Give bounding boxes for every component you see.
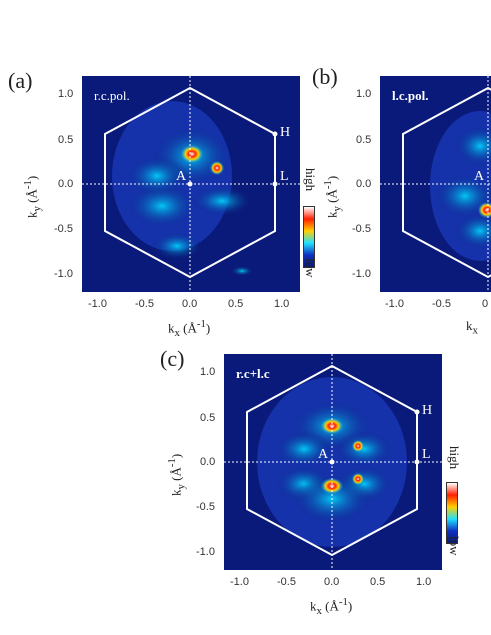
ytick: -1.0 [196,546,215,558]
xtick: 0 [482,298,489,310]
momentum-map-a: r.c.pol. A H L [82,76,300,292]
point-H-c: H [422,403,432,418]
label-lc-pol: l.c.pol. [392,88,428,103]
ylabel-b: ky (Å-1) [322,175,343,218]
colorbar-a [303,206,315,268]
ytick: -1.0 [352,268,371,280]
ytick: 0.5 [200,412,216,424]
xtick: 0.5 [370,576,386,588]
colorbar-low-c: low [447,536,462,556]
ytick: 0.0 [58,178,74,190]
ytick: -0.5 [54,223,73,235]
xtick: -1.0 [230,576,249,588]
ytick: 1.0 [356,88,372,100]
point-L: L [280,169,289,184]
ytick: -0.5 [196,501,215,513]
point-L-c: L [422,447,431,462]
xtick: 0.5 [228,298,244,310]
xlabel-b: kx [466,318,478,337]
colorbar-c [446,482,458,544]
xtick: -0.5 [277,576,296,588]
momentum-map-b: l.c.pol. A [380,76,491,292]
xtick: 0.0 [324,576,340,588]
ytick: 0.5 [58,134,74,146]
xlabel-c: kx (Å-1) [310,596,353,617]
ytick: 0.0 [356,178,372,190]
xtick: 1.0 [274,298,290,310]
colorbar-low-a: low [303,258,318,278]
ylabel-a: ky (Å-1) [22,175,43,218]
colorbar-high-a: high [303,168,318,192]
point-H: H [280,125,290,140]
panel-letter-b: (b) [312,64,338,89]
ylabel-c: ky (Å-1) [166,453,187,496]
xtick: -0.5 [432,298,451,310]
momentum-map-c: r.c+l.c A H L [224,354,442,570]
point-A: A [176,169,187,184]
label-rc-lc: r.c+l.c [236,366,270,381]
xlabel-a: kx (Å-1) [168,318,211,339]
ytick: 0.5 [356,134,372,146]
ytick: 1.0 [200,366,216,378]
ytick: -1.0 [54,268,73,280]
panel-letter-a: (a) [8,68,33,93]
xtick: 1.0 [416,576,432,588]
ytick: -0.5 [352,223,371,235]
point-A-c: A [318,447,329,462]
xtick: 0.0 [182,298,198,310]
label-rc-pol: r.c.pol. [94,88,130,103]
xtick: -1.0 [88,298,107,310]
ytick: 1.0 [58,88,74,100]
panel-letter-c: (c) [160,346,185,371]
xtick: -1.0 [385,298,404,310]
point-A-b: A [474,169,485,184]
ytick: 0.0 [200,456,216,468]
colorbar-high-c: high [447,446,462,470]
xtick: -0.5 [135,298,154,310]
